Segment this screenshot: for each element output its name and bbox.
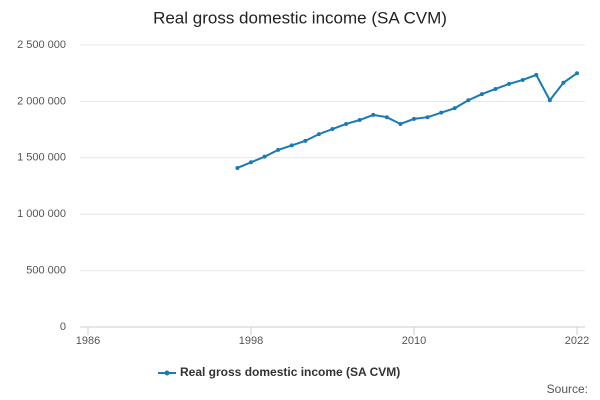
- data-point: [520, 77, 525, 82]
- data-point: [371, 112, 376, 117]
- chart-title: Real gross domestic income (SA CVM): [153, 8, 447, 27]
- data-point: [276, 147, 281, 152]
- data-point: [249, 160, 253, 165]
- data-point: [289, 143, 294, 148]
- legend-swatch-dot: [164, 370, 170, 376]
- data-point: [493, 86, 498, 91]
- y-tick-label: 2 000 000: [17, 95, 66, 107]
- data-point: [425, 115, 430, 120]
- x-tick-label: 1986: [76, 335, 100, 347]
- data-point: [235, 165, 240, 170]
- data-point: [534, 72, 539, 77]
- y-tick-label: 2 500 000: [17, 39, 66, 51]
- series-line: [237, 72, 578, 169]
- x-tick-label: 1998: [239, 335, 263, 347]
- x-tick-label: 2022: [565, 335, 589, 347]
- data-point: [344, 121, 349, 126]
- y-tick-label: 1 000 000: [17, 208, 66, 220]
- x-tick-label: 2010: [402, 335, 426, 347]
- data-point: [262, 154, 267, 159]
- data-point: [452, 106, 457, 111]
- data-point: [466, 98, 471, 103]
- data-point: [384, 115, 389, 120]
- data-point: [575, 71, 579, 76]
- data-point: [330, 127, 335, 132]
- data-point: [412, 116, 416, 121]
- data-point: [303, 138, 308, 143]
- y-tick-label: 0: [60, 321, 66, 333]
- data-point: [357, 118, 362, 123]
- data-point: [479, 92, 484, 97]
- data-point: [398, 121, 403, 126]
- legend-label: Real gross domestic income (SA CVM): [180, 365, 400, 379]
- data-point: [547, 98, 552, 103]
- data-point: [507, 81, 512, 86]
- data-point: [561, 80, 566, 85]
- data-point: [439, 110, 444, 115]
- y-tick-label: 500 000: [26, 265, 66, 277]
- data-point: [316, 132, 321, 137]
- y-tick-label: 1 500 000: [17, 152, 66, 164]
- source-label: Source:: [547, 382, 588, 396]
